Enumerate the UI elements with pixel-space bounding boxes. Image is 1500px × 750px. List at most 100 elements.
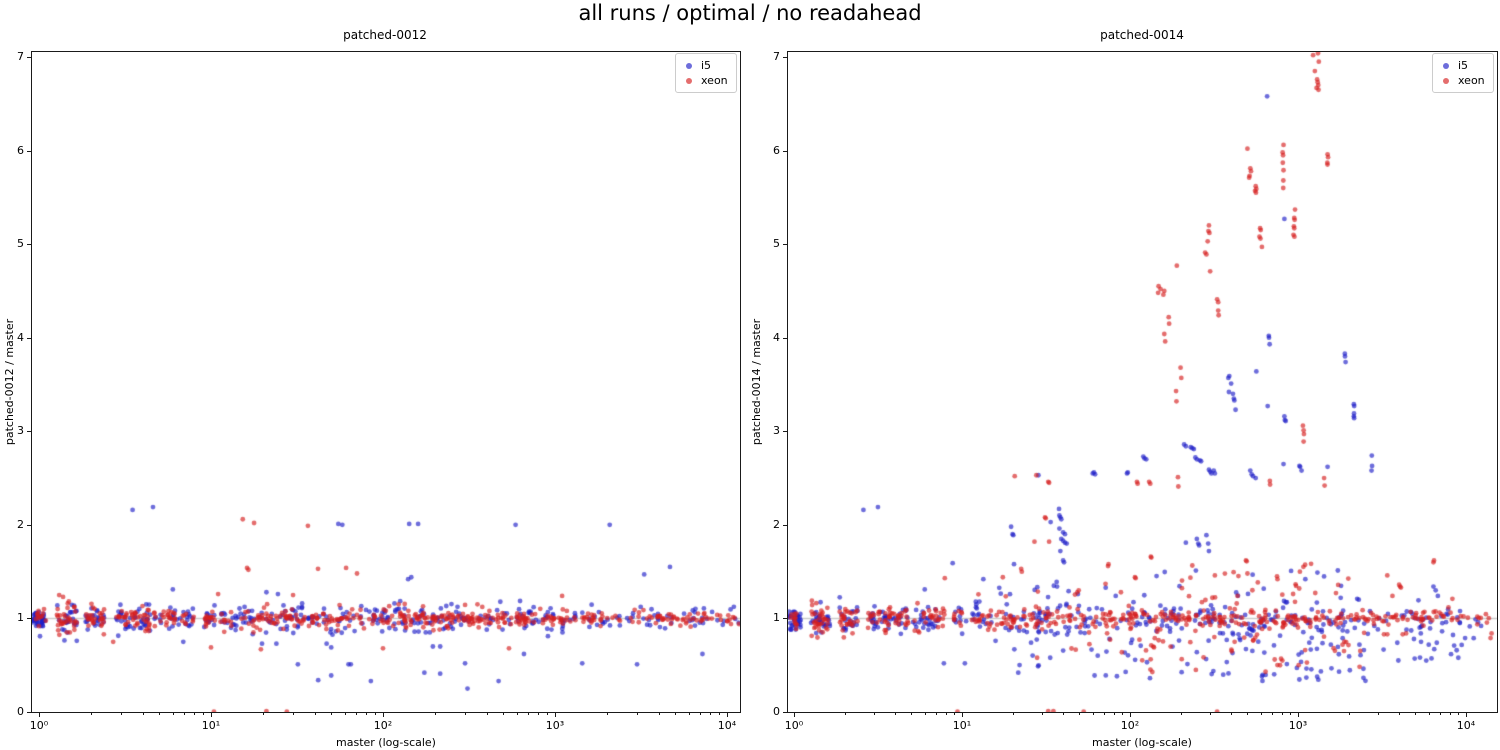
y-axis-label: patched-0012 / master (3, 318, 16, 446)
x-tick-minor (375, 713, 377, 715)
x-tick-minor (945, 713, 947, 715)
y-tick (27, 524, 31, 526)
y-tick-label: 7 (773, 50, 780, 63)
y-tick-label: 2 (17, 517, 24, 531)
x-tick-minor (1180, 713, 1182, 715)
x-tick-minor (184, 713, 186, 715)
x-tick-minor (719, 713, 721, 715)
x-tick-minor (366, 713, 368, 715)
x-tick-minor (1012, 713, 1014, 715)
y-tick-label: 1 (17, 611, 24, 625)
x-tick-minor (1231, 713, 1233, 715)
x-tick-minor (121, 713, 123, 715)
x-tick-minor (700, 713, 702, 715)
y-tick-label: 2 (773, 517, 780, 531)
y-tick (783, 431, 787, 433)
x-tick-minor (1122, 713, 1124, 715)
legend-marker-xeon (686, 77, 692, 84)
x-tick-minor (344, 713, 346, 715)
y-tick (783, 57, 787, 58)
legend-marker-i5 (1443, 62, 1449, 69)
x-tick-minor (331, 713, 333, 715)
y-tick-label: 6 (17, 143, 24, 157)
x-tick-minor (1113, 713, 1115, 715)
x-tick-minor (262, 713, 264, 715)
y-tick (27, 150, 31, 152)
x-tick-minor (142, 713, 144, 715)
y-tick (783, 524, 787, 526)
x-tick-minor (314, 713, 316, 715)
x-tick-label: 10² (373, 719, 393, 732)
figure-title: all runs / optimal / no readahead (578, 1, 922, 25)
x-tick-minor (434, 713, 436, 715)
x-tick-minor (1079, 713, 1081, 715)
x-tick-minor (606, 713, 608, 715)
y-tick (27, 712, 31, 713)
x-tick-minor (1458, 713, 1460, 715)
legend-label: xeon (701, 73, 728, 87)
y-tick (783, 712, 787, 713)
x-tick-label: 10³ (545, 719, 565, 732)
x-tick-label: 10¹ (201, 719, 221, 732)
x-tick-minor (1399, 713, 1401, 715)
x-tick-label: 10⁴ (717, 719, 737, 732)
y-tick-label: 7 (17, 50, 24, 63)
scatter-canvas-patched-0014 (788, 52, 1497, 712)
legend-marker-i5 (686, 62, 692, 69)
legend-box: i5 xeon (675, 53, 737, 93)
x-tick-minor (1281, 713, 1283, 715)
y-tick (27, 337, 31, 339)
x-tick-major (39, 713, 40, 717)
x-tick-minor (203, 713, 205, 715)
x-tick-label: 10² (1120, 719, 1140, 732)
x-tick-label: 10¹ (952, 719, 972, 732)
x-tick-label: 10⁰ (29, 719, 49, 732)
scatter-canvas-patched-0012 (32, 52, 740, 712)
y-tick-label: 5 (17, 237, 24, 251)
x-tick-minor (874, 713, 876, 715)
x-tick-minor (1092, 713, 1094, 715)
x-tick-label: 10³ (1288, 719, 1308, 732)
x-tick-minor (293, 713, 295, 715)
x-tick-major (555, 713, 556, 717)
x-tick-minor (1247, 713, 1249, 715)
x-tick-minor (194, 713, 196, 715)
x-tick-minor (516, 713, 518, 715)
y-tick (783, 150, 787, 152)
legend-box: i5 xeon (1432, 53, 1494, 93)
x-tick-minor (1103, 713, 1105, 715)
x-tick-major (794, 713, 795, 717)
x-tick-minor (895, 713, 897, 715)
y-tick-label: 3 (773, 424, 780, 438)
x-tick-minor (1260, 713, 1262, 715)
x-tick-minor (90, 713, 92, 715)
x-tick-label: 10⁴ (1456, 719, 1476, 732)
legend-label: xeon (1458, 73, 1485, 87)
y-axis-label: patched-0014 / master (750, 318, 763, 446)
x-tick-minor (503, 713, 505, 715)
legend-marker-xeon (1443, 77, 1449, 84)
x-tick-minor (356, 713, 358, 715)
legend-label: i5 (701, 58, 712, 72)
x-tick-minor (637, 713, 639, 715)
x-tick-minor (924, 713, 926, 715)
x-tick-minor (1415, 713, 1417, 715)
x-tick-minor (1210, 713, 1212, 715)
x-tick-minor (528, 713, 530, 715)
y-tick (783, 244, 787, 246)
x-tick-minor (159, 713, 161, 715)
y-tick-label: 1 (773, 611, 780, 625)
x-tick-minor (675, 713, 677, 715)
x-tick-minor (1271, 713, 1273, 715)
x-tick-minor (465, 713, 467, 715)
y-tick-label: 0 (773, 705, 780, 718)
x-tick-minor (1449, 713, 1451, 715)
y-tick (27, 244, 31, 246)
x-tick-major (211, 713, 212, 717)
x-tick-minor (172, 713, 174, 715)
x-tick-minor (954, 713, 956, 715)
x-tick-minor (1439, 713, 1441, 715)
x-tick-major (727, 713, 728, 717)
x-axis-label: master (log-scale) (336, 736, 436, 749)
x-tick-minor (547, 713, 549, 715)
